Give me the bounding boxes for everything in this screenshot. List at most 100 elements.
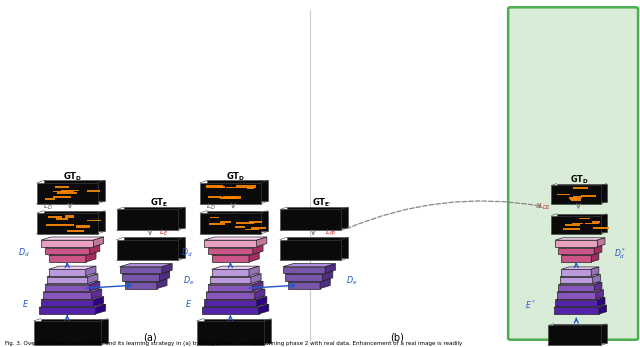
Text: $E^*$: $E^*$ xyxy=(525,298,536,311)
Polygon shape xyxy=(223,196,241,199)
Polygon shape xyxy=(559,285,595,291)
Polygon shape xyxy=(323,271,333,281)
Polygon shape xyxy=(592,221,600,223)
Polygon shape xyxy=(212,252,259,255)
Polygon shape xyxy=(124,237,184,258)
Polygon shape xyxy=(280,210,340,230)
Polygon shape xyxy=(259,304,269,314)
Text: $L_D$: $L_D$ xyxy=(43,202,53,212)
Polygon shape xyxy=(86,266,96,276)
Polygon shape xyxy=(595,282,602,291)
Polygon shape xyxy=(49,266,96,269)
Polygon shape xyxy=(87,190,100,192)
Text: (a): (a) xyxy=(143,332,157,342)
Polygon shape xyxy=(280,240,340,261)
Polygon shape xyxy=(86,220,102,221)
Polygon shape xyxy=(204,319,271,343)
Polygon shape xyxy=(43,292,92,299)
Text: (b): (b) xyxy=(390,332,404,342)
Polygon shape xyxy=(53,191,68,192)
Text: $\mathbf{GT_{E'}}$: $\mathbf{GT_{E'}}$ xyxy=(312,197,332,209)
FancyBboxPatch shape xyxy=(508,7,638,340)
Polygon shape xyxy=(249,221,262,223)
Polygon shape xyxy=(236,226,244,228)
Polygon shape xyxy=(90,281,100,291)
Polygon shape xyxy=(202,304,269,307)
Polygon shape xyxy=(93,297,104,306)
Polygon shape xyxy=(120,264,172,267)
Polygon shape xyxy=(36,183,97,204)
Polygon shape xyxy=(246,187,254,189)
Polygon shape xyxy=(559,245,602,248)
Text: $\mathbf{GT_D}$: $\mathbf{GT_D}$ xyxy=(226,170,245,183)
Polygon shape xyxy=(45,245,100,248)
Polygon shape xyxy=(76,225,90,228)
Polygon shape xyxy=(36,213,97,234)
Polygon shape xyxy=(597,297,605,306)
Polygon shape xyxy=(599,305,607,314)
Polygon shape xyxy=(251,227,266,229)
Polygon shape xyxy=(47,277,88,283)
Text: $E$: $E$ xyxy=(22,298,29,309)
Polygon shape xyxy=(563,228,580,230)
Polygon shape xyxy=(92,289,102,299)
Polygon shape xyxy=(41,300,93,306)
Polygon shape xyxy=(49,252,96,255)
Polygon shape xyxy=(561,267,599,269)
Polygon shape xyxy=(571,198,581,201)
Polygon shape xyxy=(45,285,90,291)
Polygon shape xyxy=(202,307,259,314)
Polygon shape xyxy=(116,240,177,261)
Polygon shape xyxy=(209,196,221,198)
Polygon shape xyxy=(93,237,104,247)
Polygon shape xyxy=(34,321,101,345)
Polygon shape xyxy=(125,279,167,282)
Polygon shape xyxy=(236,185,256,188)
Polygon shape xyxy=(325,264,335,273)
Polygon shape xyxy=(236,222,255,225)
Polygon shape xyxy=(212,266,259,269)
Polygon shape xyxy=(561,253,599,255)
Polygon shape xyxy=(206,292,255,299)
Polygon shape xyxy=(57,192,77,194)
Polygon shape xyxy=(204,240,257,247)
Polygon shape xyxy=(206,185,223,188)
Polygon shape xyxy=(556,240,597,247)
Polygon shape xyxy=(41,240,93,247)
Polygon shape xyxy=(159,271,170,281)
Polygon shape xyxy=(45,281,100,285)
Polygon shape xyxy=(257,297,267,306)
Polygon shape xyxy=(257,237,267,247)
Polygon shape xyxy=(585,223,599,224)
Polygon shape xyxy=(573,187,588,189)
Polygon shape xyxy=(548,325,601,345)
Text: $\mathbf{GT_D}$: $\mathbf{GT_D}$ xyxy=(570,173,589,186)
Polygon shape xyxy=(593,227,609,229)
Polygon shape xyxy=(41,319,108,343)
Polygon shape xyxy=(206,289,265,292)
Polygon shape xyxy=(207,211,268,231)
Polygon shape xyxy=(207,180,268,201)
Polygon shape xyxy=(560,274,600,277)
Polygon shape xyxy=(591,253,599,262)
Text: $\mathbf{GT_E}$: $\mathbf{GT_E}$ xyxy=(150,197,168,209)
Polygon shape xyxy=(44,180,105,201)
Polygon shape xyxy=(557,292,596,299)
Polygon shape xyxy=(288,282,320,289)
Polygon shape xyxy=(157,279,167,289)
Polygon shape xyxy=(125,282,157,289)
Polygon shape xyxy=(249,252,259,262)
Polygon shape xyxy=(45,198,55,201)
Polygon shape xyxy=(208,285,253,291)
Polygon shape xyxy=(220,197,237,198)
Polygon shape xyxy=(552,185,601,204)
Polygon shape xyxy=(122,271,170,274)
Polygon shape xyxy=(597,238,605,247)
Text: $D_d$: $D_d$ xyxy=(18,246,29,259)
Polygon shape xyxy=(124,207,184,228)
Polygon shape xyxy=(556,238,605,240)
Polygon shape xyxy=(61,190,74,192)
Text: $L_{D2}$: $L_{D2}$ xyxy=(538,202,550,212)
Polygon shape xyxy=(67,230,84,232)
Text: $E$: $E$ xyxy=(185,298,193,309)
